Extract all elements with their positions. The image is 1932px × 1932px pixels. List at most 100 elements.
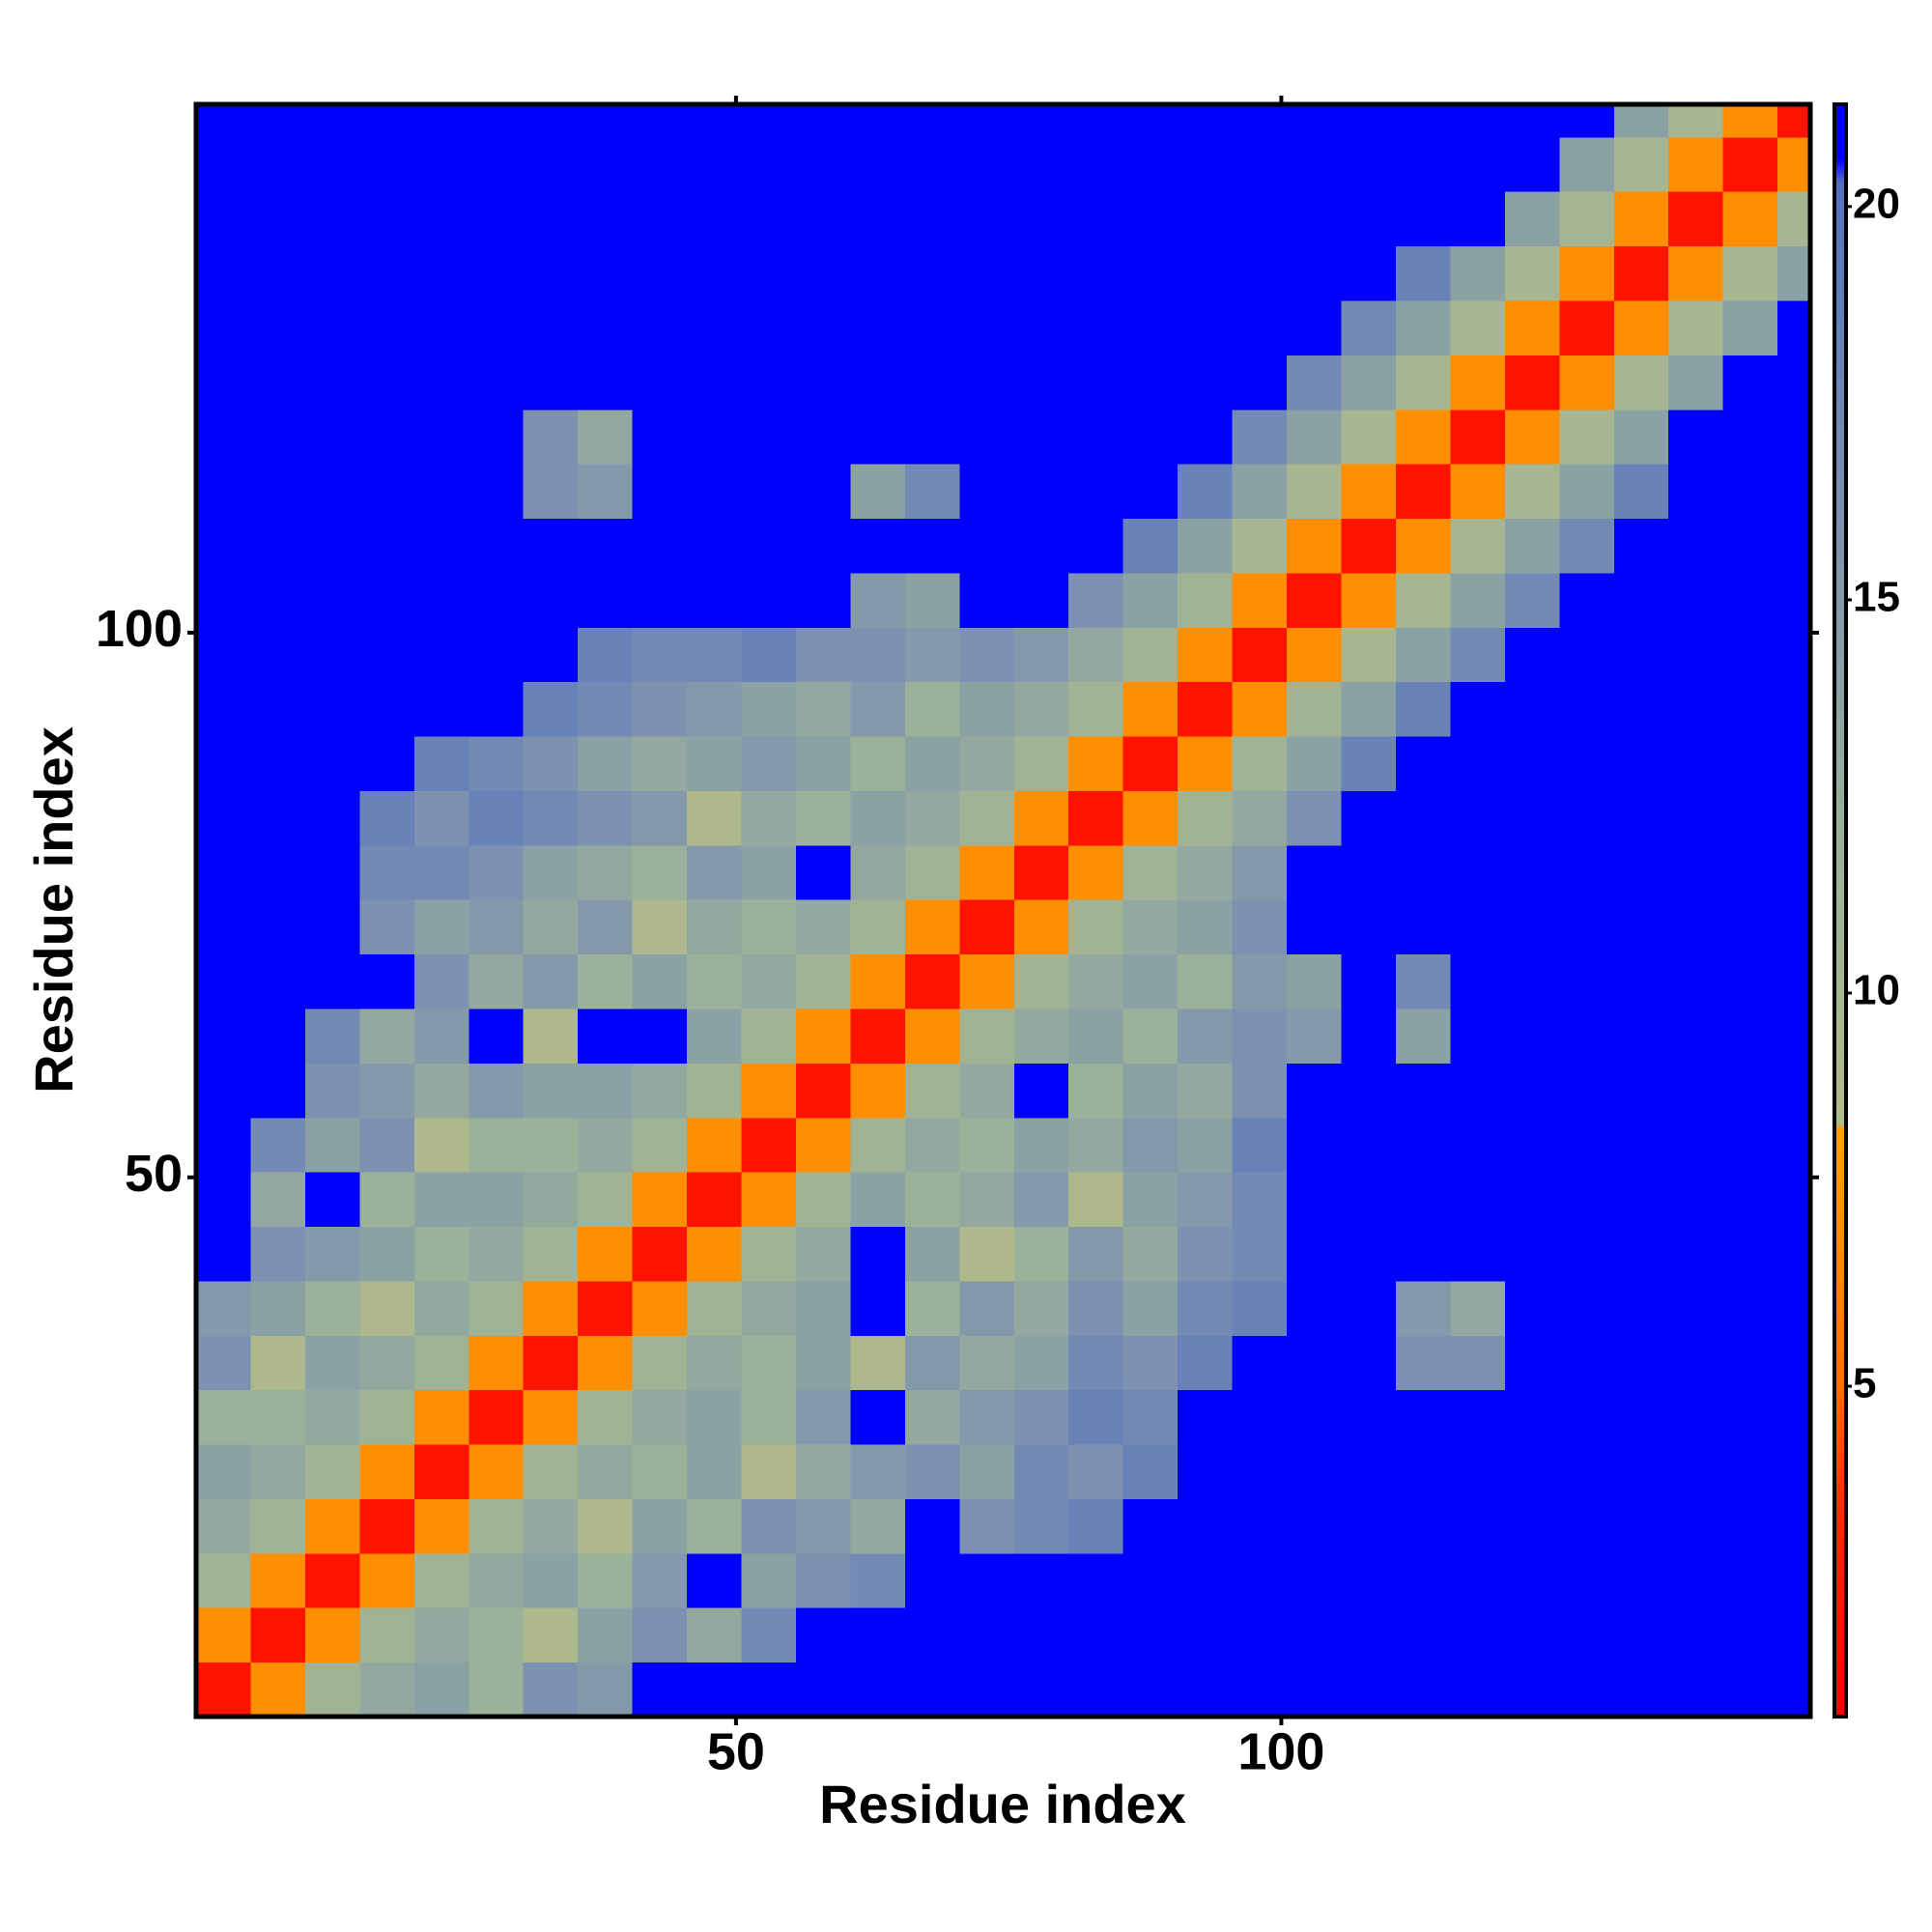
heatmap-cell xyxy=(1013,790,1069,846)
heatmap-cell xyxy=(632,136,688,192)
heatmap-cell xyxy=(1178,1172,1234,1228)
heatmap-cell xyxy=(1232,953,1288,1009)
heatmap-cell xyxy=(632,1335,688,1391)
heatmap-cell xyxy=(850,1335,906,1391)
heatmap-cell xyxy=(1668,136,1724,192)
heatmap-cell xyxy=(523,191,579,247)
heatmap-cell xyxy=(196,191,251,247)
heatmap xyxy=(196,104,1811,1718)
heatmap-cell xyxy=(359,572,415,628)
heatmap-cell xyxy=(850,1063,906,1119)
heatmap-cell xyxy=(196,1389,251,1445)
heatmap-cell xyxy=(850,518,906,574)
heatmap-cell xyxy=(523,1280,579,1336)
heatmap-cell xyxy=(1613,1117,1669,1173)
heatmap-cell xyxy=(1504,464,1560,520)
heatmap-cell xyxy=(1287,790,1343,846)
heatmap-cell xyxy=(413,1280,469,1336)
heatmap-cell xyxy=(196,627,251,683)
heatmap-cell xyxy=(1178,136,1234,192)
heatmap-cell xyxy=(196,572,251,628)
heatmap-cell xyxy=(850,355,906,411)
heatmap-cell xyxy=(1777,1552,1811,1608)
heatmap-cell xyxy=(250,355,306,411)
heatmap-cell xyxy=(1613,1008,1669,1064)
heatmap-cell xyxy=(1122,953,1179,1009)
heatmap-cell xyxy=(1395,844,1451,900)
heatmap-cell xyxy=(1722,299,1778,355)
heatmap-cell xyxy=(1287,464,1343,520)
heatmap-cell xyxy=(1068,191,1124,247)
heatmap-cell xyxy=(413,627,469,683)
heatmap-cell xyxy=(1668,627,1724,683)
heatmap-cell xyxy=(1232,790,1288,846)
heatmap-cell xyxy=(413,1063,469,1119)
heatmap-cell xyxy=(1504,681,1560,737)
heatmap-cell xyxy=(469,572,525,628)
heatmap-cell xyxy=(1178,104,1234,138)
heatmap-cell xyxy=(1504,844,1560,900)
heatmap-cell xyxy=(795,464,851,520)
heatmap-cell xyxy=(523,572,579,628)
heatmap-cell xyxy=(687,1063,743,1119)
heatmap-cell xyxy=(1559,899,1615,955)
heatmap-cell xyxy=(850,1008,906,1064)
heatmap-cell xyxy=(1287,1607,1343,1663)
heatmap-cell xyxy=(1232,1444,1288,1499)
heatmap-cell xyxy=(250,790,306,846)
heatmap-cell xyxy=(1395,1498,1451,1554)
heatmap-cell xyxy=(1287,844,1343,900)
heatmap-cell xyxy=(469,1280,525,1336)
heatmap-cell xyxy=(250,1063,306,1119)
heatmap-cell xyxy=(196,1063,251,1119)
heatmap-cell xyxy=(1559,1172,1615,1228)
heatmap-cell xyxy=(850,790,906,846)
heatmap-cell xyxy=(250,1117,306,1173)
heatmap-cell xyxy=(469,355,525,411)
heatmap-cell xyxy=(687,245,743,301)
heatmap-cell xyxy=(959,899,1015,955)
heatmap-cell xyxy=(1232,355,1288,411)
heatmap-cell xyxy=(959,1444,1015,1499)
heatmap-cell xyxy=(1777,1335,1811,1391)
heatmap-cell xyxy=(687,1444,743,1499)
heatmap-cell xyxy=(1668,844,1724,900)
heatmap-cell xyxy=(632,899,688,955)
heatmap-cell xyxy=(469,464,525,520)
heatmap-cell xyxy=(1613,1607,1669,1663)
heatmap-cell xyxy=(795,1172,851,1228)
heatmap-cell xyxy=(469,245,525,301)
plot-frame xyxy=(193,101,1813,1719)
heatmap-cell xyxy=(1668,1008,1724,1064)
heatmap-cell xyxy=(1777,1008,1811,1064)
heatmap-cell xyxy=(1068,572,1124,628)
heatmap-cell xyxy=(1068,136,1124,192)
heatmap-cell xyxy=(1777,1063,1811,1119)
heatmap-cell xyxy=(359,844,415,900)
heatmap-cell xyxy=(250,136,306,192)
heatmap-cell xyxy=(1613,245,1669,301)
heatmap-cell xyxy=(469,1444,525,1499)
heatmap-cell xyxy=(1395,1008,1451,1064)
heatmap-cell xyxy=(1559,1335,1615,1391)
heatmap-cell xyxy=(741,899,797,955)
heatmap-cell xyxy=(1178,572,1234,628)
heatmap-cell xyxy=(304,681,360,737)
heatmap-cell xyxy=(1395,464,1451,520)
heatmap-cell xyxy=(1559,1444,1615,1499)
heatmap-cell xyxy=(359,1498,415,1554)
heatmap-cell xyxy=(578,681,634,737)
heatmap-cell xyxy=(304,1226,360,1282)
heatmap-cell xyxy=(1068,1063,1124,1119)
heatmap-cell xyxy=(1341,844,1397,900)
heatmap-cell xyxy=(413,899,469,955)
heatmap-cell xyxy=(632,844,688,900)
heatmap-cell xyxy=(1287,572,1343,628)
heatmap-cell xyxy=(1013,844,1069,900)
heatmap-cell xyxy=(795,518,851,574)
heatmap-cell xyxy=(1722,1607,1778,1663)
heatmap-cell xyxy=(741,572,797,628)
heatmap-cell xyxy=(1450,1335,1506,1391)
heatmap-cell xyxy=(1450,1552,1506,1608)
heatmap-cell xyxy=(1504,1444,1560,1499)
